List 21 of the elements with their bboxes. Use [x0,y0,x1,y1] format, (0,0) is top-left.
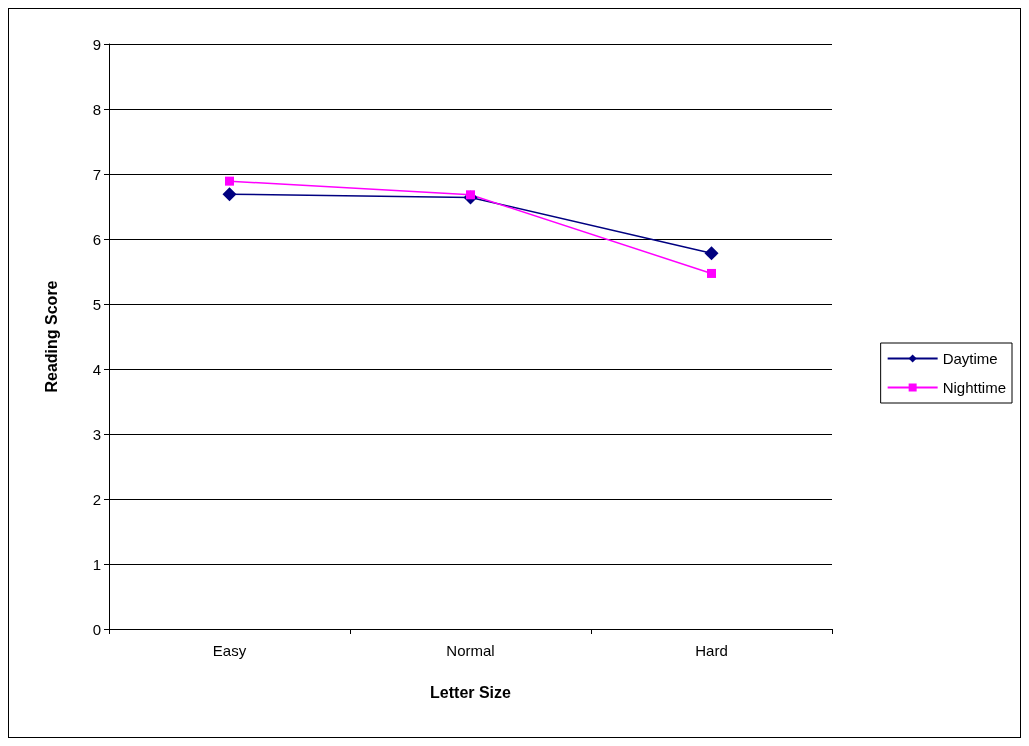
legend-label: Daytime [942,350,998,367]
x-axis-title: Letter Size [430,683,512,701]
point [704,246,719,261]
y-tick-label: 5 [92,295,101,313]
y-tick-label: 8 [92,100,101,118]
point [225,176,234,186]
legend-label: Nighttime [942,379,1006,396]
y-tick-label: 4 [92,360,101,378]
y-tick-label: 2 [92,490,101,508]
y-tick-label: 6 [92,230,101,248]
y-tick-label: 9 [92,35,101,53]
x-tick-label: Normal [446,642,495,659]
x-tick-label: Easy [212,642,247,659]
x-tick-label: Hard [695,642,728,659]
y-tick-label: 3 [92,425,101,443]
y-tick-label: 1 [92,555,101,573]
point [707,268,716,278]
y-tick-label: 0 [92,620,101,638]
point [222,187,237,202]
y-tick-label: 7 [92,165,101,183]
y-axis-title: Reading Score [42,280,60,393]
